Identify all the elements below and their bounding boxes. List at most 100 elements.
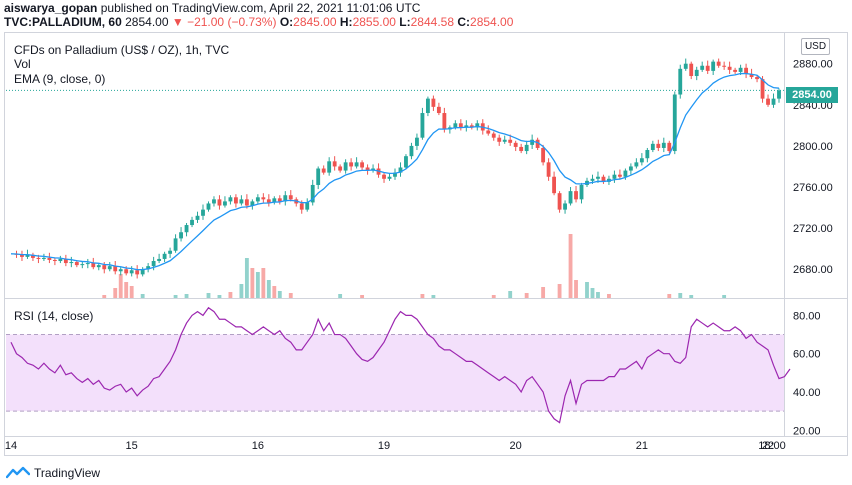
- candle: [601, 174, 606, 184]
- candle-body: [590, 178, 595, 181]
- candle: [387, 173, 392, 181]
- candle: [705, 60, 710, 74]
- candle-body: [596, 176, 600, 179]
- candle: [168, 247, 173, 258]
- candle: [393, 168, 397, 180]
- candle: [244, 194, 249, 209]
- candle-body: [80, 264, 85, 266]
- candle-body: [305, 202, 310, 210]
- last-price-tag: 2854.00: [786, 87, 838, 103]
- low-label: L:: [399, 15, 411, 29]
- volume-bar: [420, 294, 425, 298]
- candle: [431, 95, 436, 111]
- candle-body: [85, 263, 90, 265]
- candle-body: [601, 176, 606, 182]
- symbol-line: TVC:PALLADIUM, 60 2854.00 ▼ −21.00 (−0.7…: [4, 15, 513, 29]
- volume-bar: [173, 295, 178, 298]
- candle: [195, 211, 200, 223]
- candle: [667, 140, 672, 154]
- candle-body: [321, 168, 326, 173]
- candle-body: [667, 142, 672, 152]
- candle: [52, 257, 57, 266]
- candle-body: [535, 139, 540, 148]
- candle-body: [118, 269, 123, 272]
- volume-bar: [585, 282, 589, 298]
- ema-legend: EMA (9, close, 0): [14, 72, 106, 86]
- candle: [678, 64, 683, 99]
- candle-body: [612, 174, 617, 179]
- candle-body: [744, 67, 749, 74]
- candle-body: [508, 139, 513, 143]
- candle-body: [206, 203, 211, 210]
- candle-body: [25, 254, 30, 257]
- volume-bar: [140, 294, 145, 298]
- candle-body: [217, 199, 222, 206]
- candle: [458, 119, 463, 131]
- candle: [727, 61, 732, 74]
- candle: [113, 261, 118, 275]
- candle-body: [683, 63, 688, 69]
- volume-bar: [722, 295, 727, 298]
- candle: [277, 195, 282, 205]
- rsi-line: [10, 306, 791, 424]
- footer-brand[interactable]: TradingView: [6, 466, 100, 480]
- candle: [650, 140, 655, 153]
- volume-bar: [508, 291, 513, 298]
- candle-body: [310, 184, 315, 203]
- volume-bar: [118, 274, 123, 298]
- rsi-tick-label: 20.00: [793, 425, 821, 437]
- candle-body: [404, 156, 408, 168]
- candle: [217, 195, 222, 210]
- candle-body: [74, 262, 79, 266]
- candle-body: [711, 61, 716, 71]
- candle-body: [617, 174, 622, 177]
- volume-bar: [568, 234, 573, 298]
- candle: [568, 187, 573, 206]
- candle: [80, 261, 85, 269]
- time-tick-label: 18:00: [758, 440, 786, 452]
- published-text: published on TradingView.com, April 22, …: [100, 1, 421, 15]
- candle: [683, 58, 688, 71]
- candle: [151, 256, 156, 271]
- currency-button[interactable]: USD: [801, 38, 830, 55]
- symbol-name: TVC:PALLADIUM, 60: [4, 15, 122, 29]
- volume-bar: [255, 272, 260, 298]
- candle: [316, 166, 321, 190]
- price-tick-label: 2680.00: [793, 264, 833, 276]
- candle-body: [689, 63, 694, 77]
- candle: [771, 93, 776, 108]
- candle: [541, 144, 546, 166]
- candle-body: [722, 65, 727, 67]
- candle: [321, 165, 326, 175]
- candle: [69, 256, 74, 268]
- time-tick-label: 22: [762, 440, 774, 452]
- candle-body: [168, 250, 173, 254]
- volume-bar: [431, 295, 436, 298]
- candle: [409, 142, 414, 160]
- candle-body: [694, 69, 699, 77]
- candle-body: [261, 197, 266, 200]
- candle: [420, 107, 425, 140]
- candle: [118, 267, 123, 276]
- candle: [425, 96, 430, 117]
- candle-body: [201, 209, 205, 216]
- candle: [228, 195, 233, 205]
- current-price: 2854.00: [125, 15, 169, 29]
- candle: [744, 63, 749, 79]
- candle: [535, 137, 540, 151]
- candle: [140, 267, 145, 277]
- candle: [255, 194, 260, 204]
- candle-body: [519, 146, 524, 152]
- candle-body: [113, 266, 118, 272]
- rsi-tick-label: 80.00: [793, 310, 821, 322]
- rsi-band: [6, 334, 784, 412]
- candle: [212, 196, 216, 207]
- candle: [327, 157, 332, 176]
- candle: [639, 153, 644, 166]
- time-tick-label: 19: [378, 440, 390, 452]
- candle-body: [425, 98, 430, 114]
- volume-bar: [689, 295, 694, 298]
- candle: [283, 191, 288, 206]
- volume-bar: [266, 280, 271, 298]
